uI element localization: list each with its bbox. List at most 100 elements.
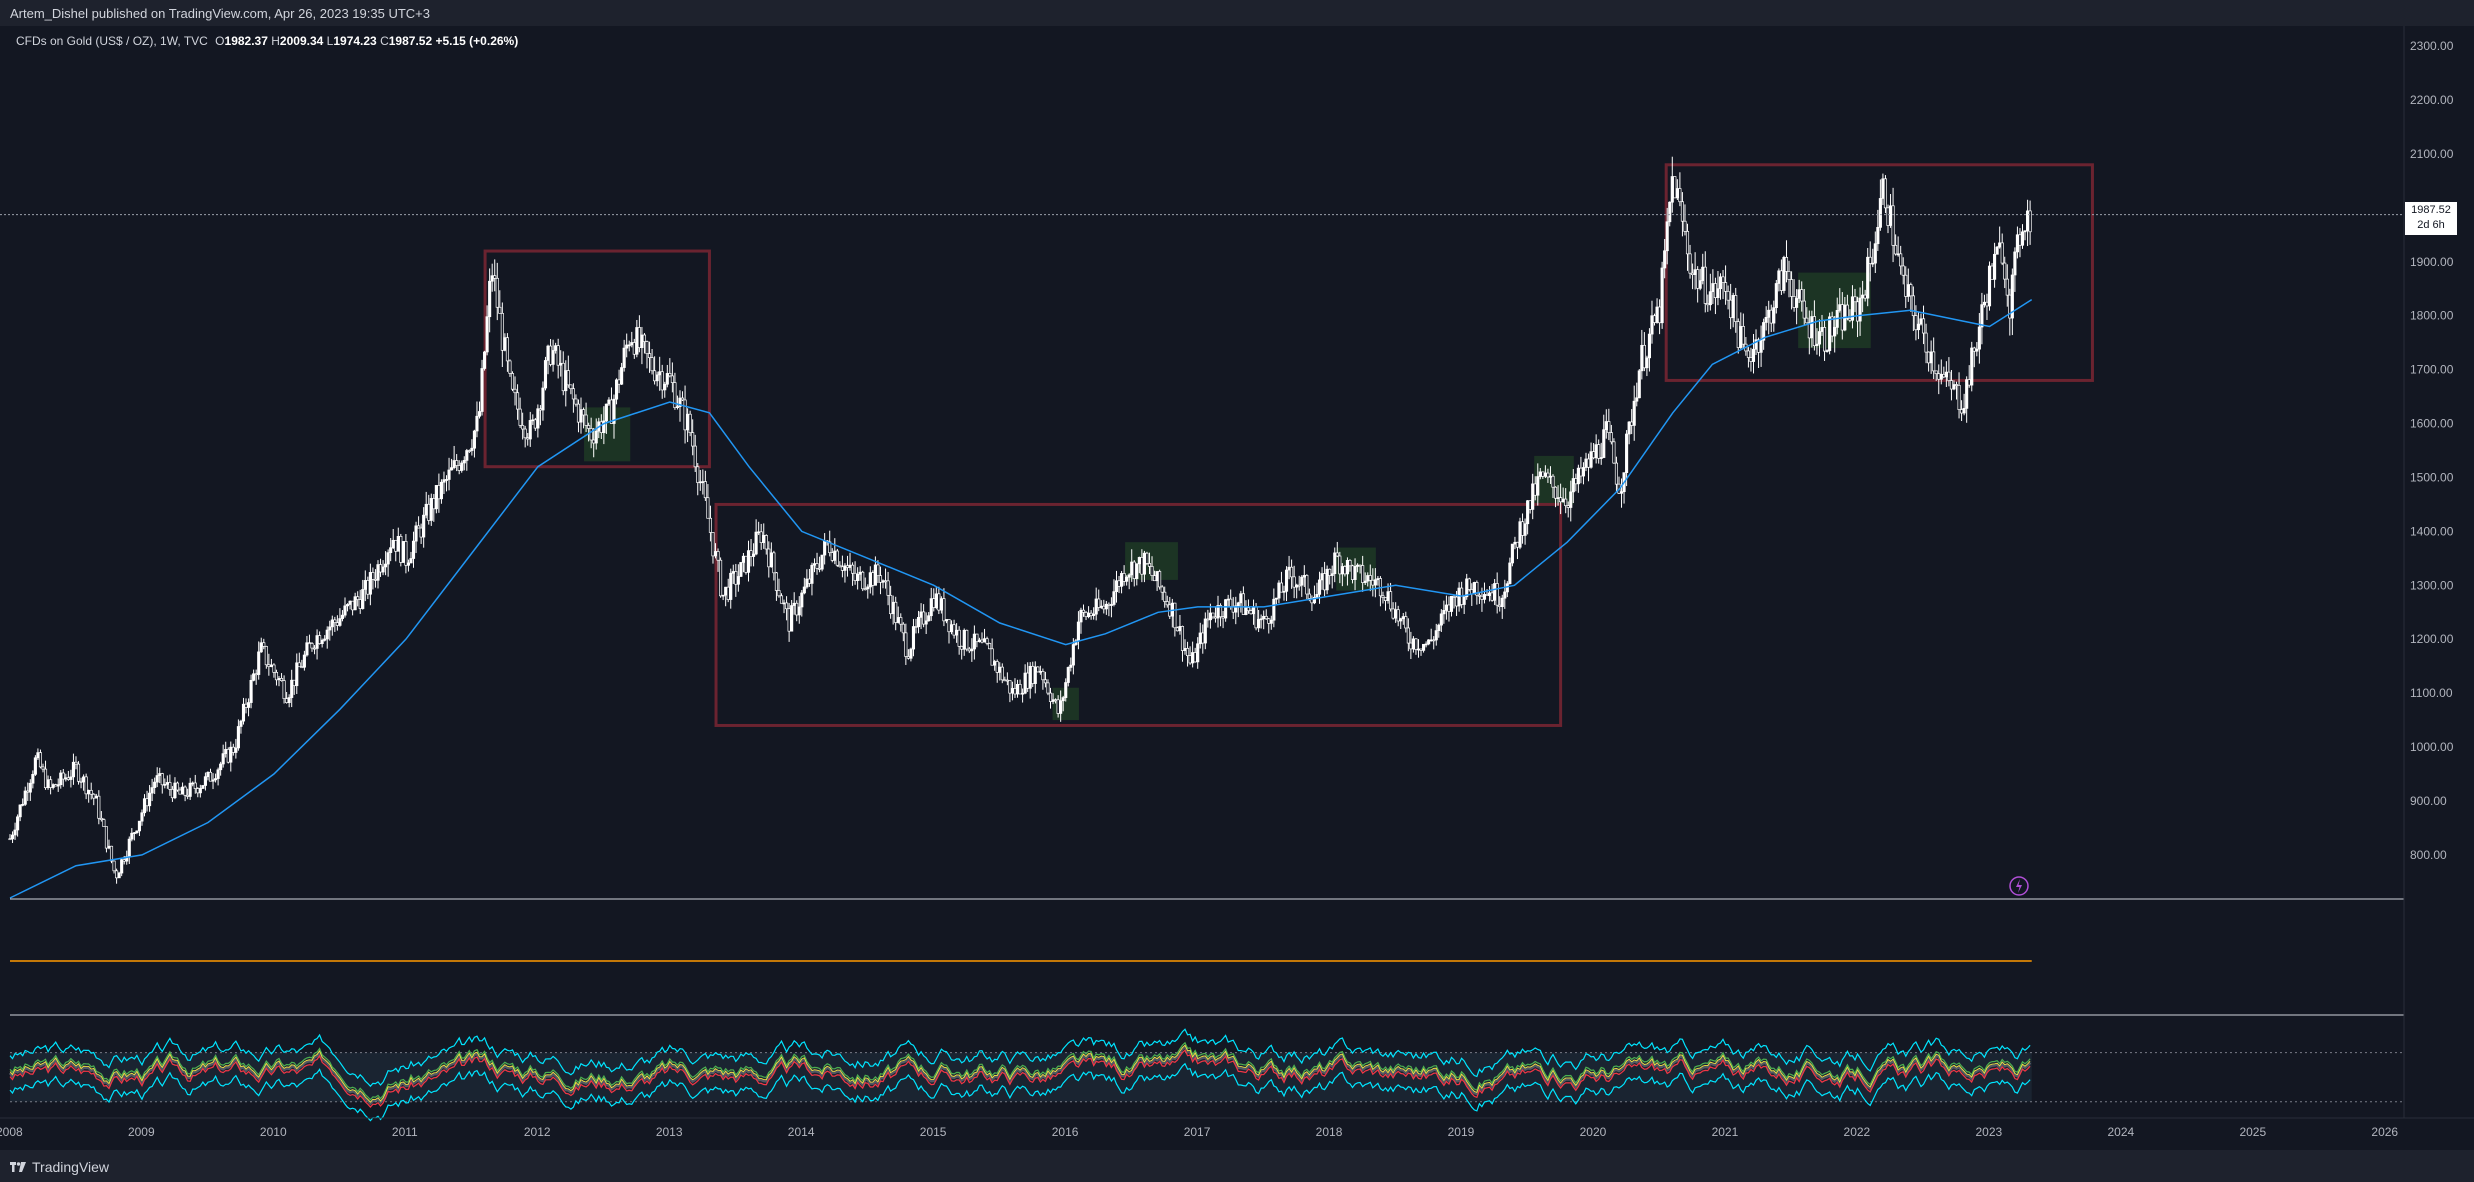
candle — [990, 638, 994, 666]
candle-body — [1855, 301, 1860, 322]
time-tick-label: 2021 — [1712, 1125, 1739, 1139]
candle — [906, 649, 910, 660]
candle — [1612, 438, 1616, 464]
candle-body — [279, 678, 284, 681]
candle — [1871, 248, 1875, 268]
time-tick-label: 2008 — [0, 1125, 23, 1139]
candle-body — [193, 782, 197, 789]
candle — [348, 600, 352, 610]
candle-body — [475, 415, 479, 432]
candle — [1396, 605, 1400, 627]
candle-body — [1543, 472, 1547, 477]
candle-body — [1764, 316, 1768, 323]
candle — [1873, 231, 1877, 273]
candle-body — [744, 555, 748, 573]
candle — [444, 475, 449, 492]
candle — [2010, 268, 2014, 336]
candle-body — [1305, 575, 1309, 595]
candle — [302, 650, 306, 671]
candle-body — [112, 860, 116, 872]
candle — [84, 773, 88, 800]
candle — [1866, 248, 1870, 307]
candle — [1594, 434, 1598, 464]
candle — [181, 782, 185, 795]
candle — [480, 359, 484, 416]
time-tick-label: 2019 — [1448, 1125, 1475, 1139]
candle-body — [1838, 304, 1842, 311]
candle — [1173, 602, 1177, 637]
candle — [1076, 611, 1080, 650]
candle-body — [1358, 564, 1362, 567]
candle-body — [137, 820, 141, 832]
candle-body — [1272, 598, 1276, 621]
candle-body — [1820, 327, 1824, 332]
candle — [1013, 678, 1017, 698]
candle — [612, 394, 616, 439]
candle-body — [1472, 582, 1476, 595]
candle-body — [551, 350, 555, 365]
candle-body — [439, 481, 443, 500]
candle-body — [967, 648, 971, 652]
candle-body — [1741, 326, 1745, 345]
candle-body — [1107, 603, 1111, 606]
close-label: C — [380, 34, 389, 48]
candle — [74, 756, 78, 770]
candle-body — [1508, 562, 1512, 585]
candle-body — [1236, 602, 1240, 607]
candle — [219, 761, 223, 776]
candle-body — [485, 316, 489, 353]
candle — [1909, 282, 1913, 312]
price-chart[interactable]: 080.0040.00 800.00900.001000.001100.0012… — [0, 26, 2474, 1150]
candle-body — [1896, 253, 1900, 256]
candle-body — [109, 845, 114, 862]
candle-body — [1462, 596, 1466, 605]
candle-body — [1774, 283, 1778, 309]
time-tick-label: 2024 — [2107, 1125, 2134, 1139]
candle-body — [1300, 576, 1304, 586]
candle-body — [1784, 257, 1789, 272]
candle — [36, 748, 40, 760]
candle-body — [1188, 655, 1192, 664]
candle — [1944, 361, 1948, 388]
candle-body — [1361, 565, 1365, 583]
candle-body — [84, 776, 88, 795]
candle — [267, 653, 271, 676]
candle — [1528, 500, 1532, 514]
candle-body — [972, 633, 976, 650]
candle — [785, 596, 789, 621]
candle — [1599, 442, 1603, 465]
candle — [1087, 606, 1091, 619]
candle-body — [749, 550, 753, 557]
candle-body — [1919, 318, 1923, 325]
candle — [1508, 557, 1512, 585]
candle — [1251, 599, 1256, 625]
candle-body — [668, 373, 672, 377]
candle-body — [175, 782, 180, 791]
candle-body — [1749, 357, 1753, 362]
candle — [163, 778, 167, 789]
candle-body — [1759, 339, 1763, 353]
candle — [937, 586, 941, 615]
lightning-icon[interactable] — [2009, 876, 2029, 896]
candle — [571, 383, 575, 413]
candle — [736, 564, 740, 592]
candle-body — [1165, 601, 1169, 606]
candle — [564, 360, 568, 407]
candle-body — [957, 629, 961, 647]
candle — [1759, 325, 1763, 367]
candle — [1881, 173, 1885, 206]
candle-body — [1317, 579, 1322, 595]
candle — [1277, 580, 1281, 604]
tradingview-logo[interactable]: TradingView — [10, 1159, 109, 1175]
candle — [1520, 513, 1525, 544]
candle — [1896, 236, 1900, 257]
candle-body — [1767, 309, 1771, 318]
candle-body — [1609, 432, 1613, 443]
candle-body — [389, 547, 393, 553]
candle-body — [1089, 612, 1093, 616]
candle — [1302, 565, 1306, 587]
candle — [1071, 638, 1075, 675]
candle-body — [224, 749, 228, 754]
candle — [1186, 641, 1190, 667]
candle — [891, 595, 895, 625]
